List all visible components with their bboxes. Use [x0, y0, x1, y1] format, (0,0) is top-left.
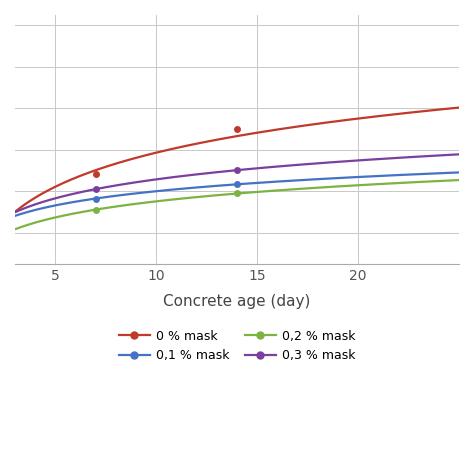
Legend: 0 % mask, 0,1 % mask, 0,2 % mask, 0,3 % mask: 0 % mask, 0,1 % mask, 0,2 % mask, 0,3 % … — [113, 325, 361, 367]
X-axis label: Concrete age (day): Concrete age (day) — [164, 294, 310, 309]
